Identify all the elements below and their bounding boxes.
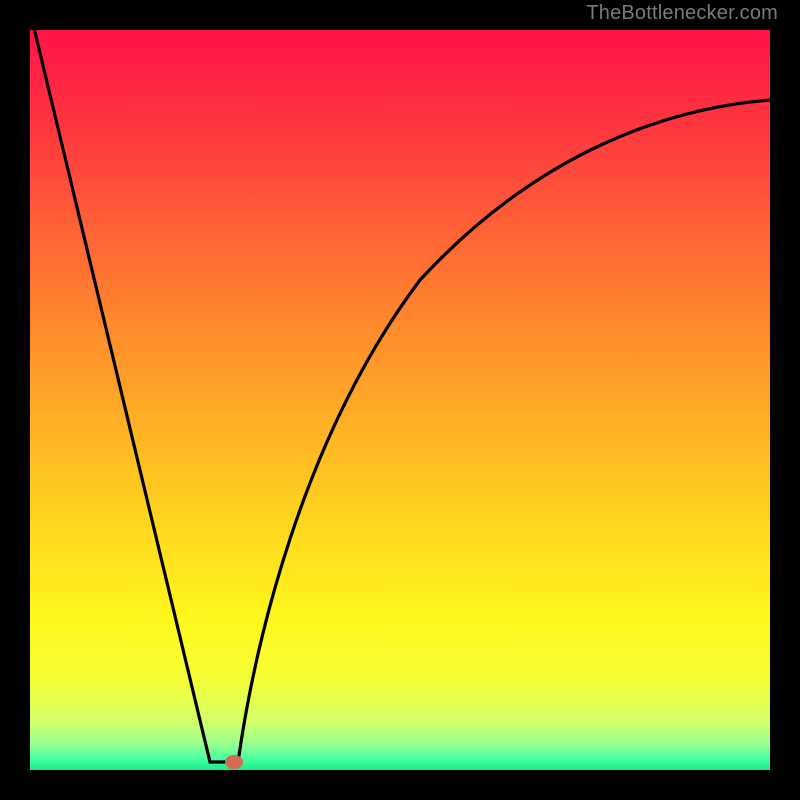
chart-container: TheBottlenecker.com xyxy=(0,0,800,800)
chart-background xyxy=(30,30,770,770)
watermark-text: TheBottlenecker.com xyxy=(586,2,778,25)
optimum-marker xyxy=(225,755,243,769)
bottleneck-chart xyxy=(0,0,800,800)
